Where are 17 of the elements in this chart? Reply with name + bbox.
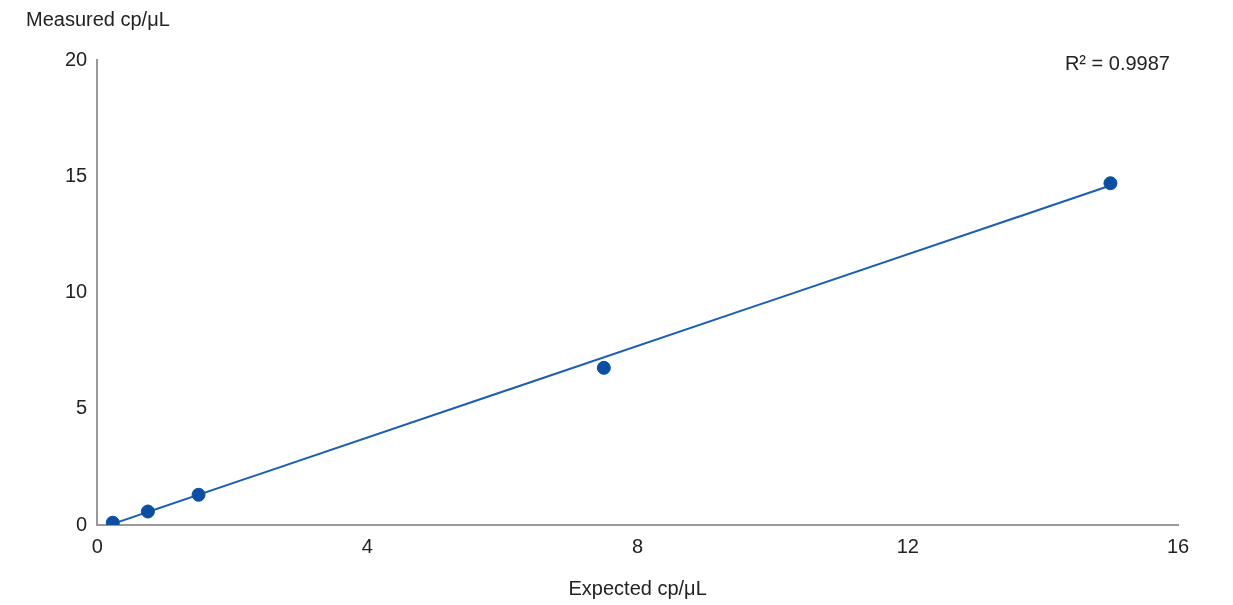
x-tick-label: 0 (91, 534, 103, 557)
x-tick-label: 12 (896, 534, 919, 557)
x-tick-label: 4 (361, 534, 373, 557)
y-tick-label: 10 (65, 280, 88, 303)
point (596, 360, 611, 375)
y-tick-label: 0 (76, 512, 88, 535)
y-tick-label: 15 (65, 163, 88, 186)
annotation: R² = 0.9987 (1064, 51, 1170, 74)
point (191, 487, 206, 502)
point (140, 504, 155, 519)
x-tick-label: 8 (632, 534, 644, 557)
x-tick-label: 16 (1166, 534, 1190, 557)
y-axis-title: Measured cp/μL (26, 7, 170, 30)
point (1103, 176, 1118, 191)
x-axis-title: Expected cp/μL (568, 576, 707, 599)
y-tick-label: 5 (76, 396, 88, 419)
y-tick-label: 20 (65, 47, 88, 70)
